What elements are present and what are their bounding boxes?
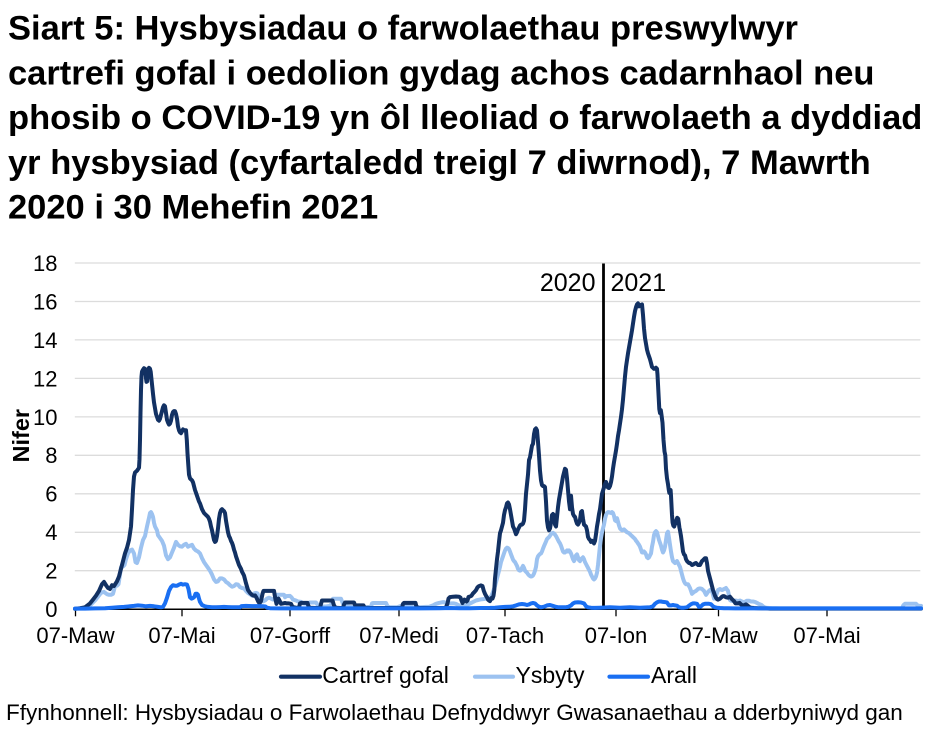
svg-text:07-Gorff: 07-Gorff [250,623,331,648]
svg-text:2: 2 [45,559,57,584]
svg-text:2020 i 30 Mehefin 2021: 2020 i 30 Mehefin 2021 [8,189,378,227]
svg-text:4: 4 [45,520,57,545]
svg-text:6: 6 [45,482,57,507]
svg-text:07-Maw: 07-Maw [36,623,114,648]
svg-text:10: 10 [33,405,57,430]
svg-text:07-Tach: 07-Tach [466,623,544,648]
svg-text:2021: 2021 [611,269,667,297]
svg-text:Arall: Arall [651,662,697,688]
svg-text:Siart 5: Hysbysiadau o farwola: Siart 5: Hysbysiadau o farwolaethau pres… [8,10,798,48]
svg-text:07-Mai: 07-Mai [793,623,860,648]
svg-text:yr hysbysiad (cyfartaledd trei: yr hysbysiad (cyfartaledd treigl 7 diwrn… [8,144,871,182]
svg-text:Ffynhonnell: Hysbysiadau o Far: Ffynhonnell: Hysbysiadau o Farwolaethau … [6,700,903,725]
svg-text:0: 0 [45,597,57,622]
svg-text:phosib o COVID-19 yn ôl lleoli: phosib o COVID-19 yn ôl lleoliad o farwo… [8,99,922,137]
svg-text:07-Medi: 07-Medi [359,623,438,648]
svg-text:16: 16 [33,289,57,314]
svg-text:07-Maw: 07-Maw [679,623,757,648]
svg-text:8: 8 [45,443,57,468]
svg-text:12: 12 [33,366,57,391]
svg-text:Cartref gofal: Cartref gofal [322,662,449,688]
svg-text:18: 18 [33,251,57,276]
svg-text:Ysbyty: Ysbyty [516,662,586,688]
svg-text:cartrefi gofal i oedolion gyda: cartrefi gofal i oedolion gydag achos ca… [8,54,875,92]
svg-text:Nifer: Nifer [8,409,34,463]
svg-text:2020: 2020 [540,269,596,297]
svg-text:07-Ion: 07-Ion [585,623,647,648]
svg-text:07-Mai: 07-Mai [148,623,215,648]
svg-text:14: 14 [33,328,57,353]
